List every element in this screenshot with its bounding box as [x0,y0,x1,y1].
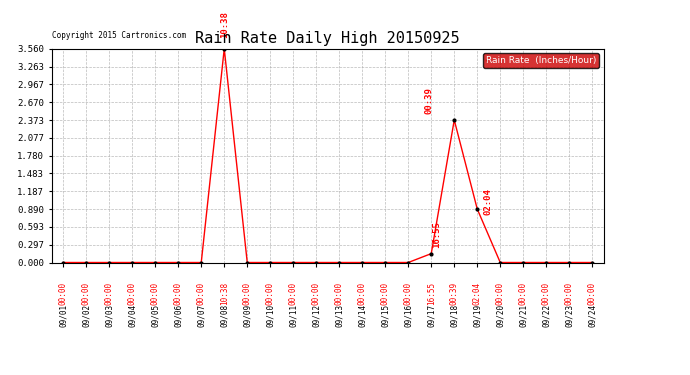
Text: 09/01: 09/01 [59,304,68,327]
Text: 09/02: 09/02 [81,304,91,327]
Text: 09/03: 09/03 [105,304,114,327]
Text: 09/19: 09/19 [473,304,482,327]
Text: 09/15: 09/15 [381,304,390,327]
Text: 09/21: 09/21 [519,304,528,327]
Text: 00:00: 00:00 [243,282,252,305]
Text: 10:38: 10:38 [219,11,229,38]
Text: 09/05: 09/05 [150,304,160,327]
Text: 00:00: 00:00 [564,282,574,305]
Text: 00:00: 00:00 [174,282,183,305]
Text: 00:00: 00:00 [542,282,551,305]
Text: 00:00: 00:00 [288,282,298,305]
Text: 09/11: 09/11 [288,304,298,327]
Text: 16:55: 16:55 [426,282,436,305]
Text: 09/07: 09/07 [197,304,206,327]
Text: 00:00: 00:00 [588,282,597,305]
Text: 00:00: 00:00 [105,282,114,305]
Text: 02:04: 02:04 [473,282,482,305]
Text: 00:00: 00:00 [519,282,528,305]
Text: 09/16: 09/16 [404,304,413,327]
Text: 00:39: 00:39 [425,88,434,114]
Text: 09/20: 09/20 [495,304,505,327]
Text: 00:39: 00:39 [450,282,459,305]
Text: 09/24: 09/24 [588,304,597,327]
Text: 00:00: 00:00 [59,282,68,305]
Text: 09/12: 09/12 [312,304,321,327]
Text: 00:00: 00:00 [404,282,413,305]
Text: 00:00: 00:00 [312,282,321,305]
Text: 00:00: 00:00 [495,282,505,305]
Text: 10:38: 10:38 [219,282,229,305]
Text: 00:00: 00:00 [381,282,390,305]
Legend: Rain Rate  (Inches/Hour): Rain Rate (Inches/Hour) [484,53,599,68]
Text: 02:04: 02:04 [484,188,493,214]
Text: 00:00: 00:00 [357,282,367,305]
Text: 09/14: 09/14 [357,304,367,327]
Text: 09/04: 09/04 [128,304,137,327]
Text: 00:00: 00:00 [81,282,91,305]
Text: 00:00: 00:00 [266,282,275,305]
Text: 00:00: 00:00 [150,282,160,305]
Text: 09/06: 09/06 [174,304,183,327]
Text: 09/13: 09/13 [335,304,344,327]
Title: Rain Rate Daily High 20150925: Rain Rate Daily High 20150925 [195,31,460,46]
Text: 09/10: 09/10 [266,304,275,327]
Text: Copyright 2015 Cartronics.com: Copyright 2015 Cartronics.com [52,31,186,40]
Text: 09/17: 09/17 [426,304,436,327]
Text: 09/23: 09/23 [564,304,574,327]
Text: 16:55: 16:55 [433,221,442,248]
Text: 09/18: 09/18 [450,304,459,327]
Text: 09/09: 09/09 [243,304,252,327]
Text: 09/08: 09/08 [219,304,229,327]
Text: 00:00: 00:00 [128,282,137,305]
Text: 00:00: 00:00 [335,282,344,305]
Text: 00:00: 00:00 [197,282,206,305]
Text: 09/22: 09/22 [542,304,551,327]
